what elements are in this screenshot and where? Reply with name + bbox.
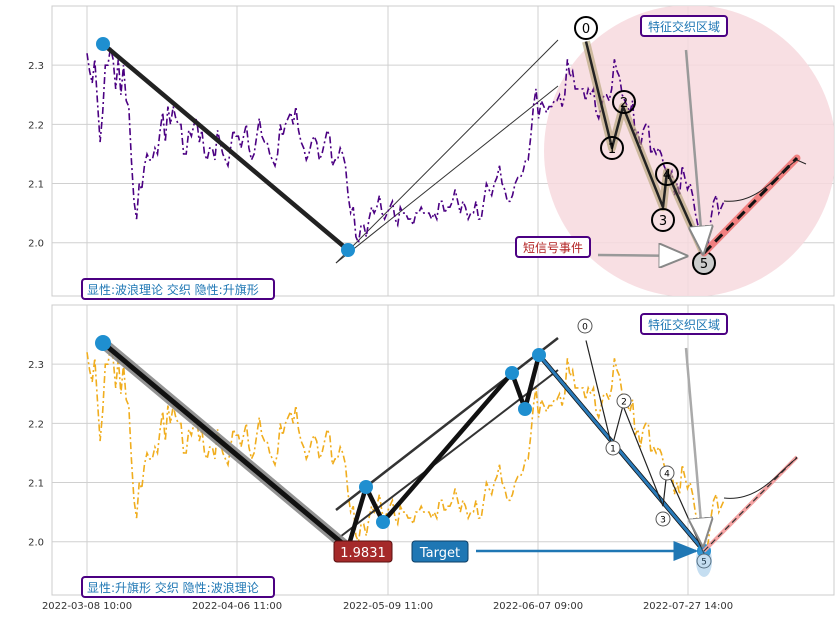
top-wave-marker bbox=[574, 16, 598, 40]
bottom-clip-group: 0 1 2 3 4 5 bbox=[86, 318, 799, 577]
top-wave-line bbox=[584, 41, 706, 256]
top-event-label: 短信号事件 bbox=[515, 236, 591, 258]
top-flagpole-line bbox=[100, 41, 351, 253]
bottom-y-tick-label: 2.3 bbox=[28, 360, 44, 371]
bottom-flag-point bbox=[359, 480, 373, 494]
top-channel-upper bbox=[335, 39, 559, 264]
top-curve-annotation bbox=[723, 159, 807, 202]
x-tick-label: 2022-05-09 11:00 bbox=[343, 601, 433, 612]
top-event-label-box bbox=[515, 236, 591, 258]
bottom-target-label: Target bbox=[411, 540, 469, 563]
top-price-series bbox=[86, 47, 725, 255]
top-wave-label: 4 bbox=[663, 168, 671, 183]
top-wave-marker bbox=[651, 208, 675, 232]
x-tick-label: 2022-06-07 09:00 bbox=[493, 601, 583, 612]
bottom-flag-point bbox=[95, 335, 111, 351]
bottom-wave-label: 2 bbox=[621, 398, 627, 408]
bottom-projection-line bbox=[703, 456, 798, 552]
bottom-flag-point bbox=[505, 366, 519, 380]
bottom-wave-marker bbox=[577, 318, 593, 334]
bottom-pattern-label-text: 显性:升旗形 交织 隐性:波浪理论 bbox=[87, 580, 259, 595]
bottom-wave-label: 5 bbox=[701, 558, 707, 568]
bottom-price-tag: 1.9831 bbox=[333, 540, 393, 563]
bottom-flagpole-line bbox=[100, 340, 351, 551]
top-y-tick-label: 2.2 bbox=[28, 120, 44, 131]
bottom-y-tick-label: 2.0 bbox=[28, 538, 44, 549]
bottom-breakdown-line bbox=[537, 354, 706, 552]
bottom-wave-label: 3 bbox=[660, 516, 666, 526]
bottom-wave-marker bbox=[605, 440, 621, 456]
bottom-target-label-text: Target bbox=[419, 546, 460, 561]
bottom-flag-point bbox=[532, 348, 546, 362]
top-wave-label: 2 bbox=[620, 96, 628, 111]
bottom-wave-line bbox=[585, 340, 705, 554]
bottom-target-label-box bbox=[411, 540, 469, 563]
x-tick-label: 2022-03-08 10:00 bbox=[42, 601, 132, 612]
bottom-wave-marker bbox=[655, 511, 671, 527]
bottom-zone-label: 特征交织区域 bbox=[640, 313, 728, 335]
bottom-pattern-label-box bbox=[81, 576, 275, 598]
bottom-zone-label-box bbox=[640, 313, 728, 335]
bottom-zone-arrow bbox=[684, 347, 703, 545]
bottom-flag-point bbox=[376, 515, 390, 529]
top-zone-label: 特征交织区域 bbox=[640, 15, 728, 37]
bottom-end-halo bbox=[696, 545, 712, 577]
top-zone-arrow bbox=[684, 49, 703, 253]
bottom-wave-marker bbox=[616, 393, 632, 409]
top-wave-label: 3 bbox=[659, 214, 667, 229]
top-wave-marker bbox=[612, 90, 636, 114]
top-pole-start-point bbox=[96, 37, 110, 51]
top-y-tick-label: 2.1 bbox=[28, 180, 44, 191]
top-zone-label-text: 特征交织区域 bbox=[648, 19, 720, 34]
bottom-pattern-label: 显性:升旗形 交织 隐性:波浪理论 bbox=[81, 576, 275, 598]
bottom-y-tick-label: 2.1 bbox=[28, 479, 44, 490]
top-zone-label-box bbox=[640, 15, 728, 37]
top-wave-marker bbox=[655, 162, 679, 186]
bottom-wave-marker bbox=[659, 465, 675, 481]
bottom-price-tag-box bbox=[333, 540, 393, 563]
top-wave-label: 5 bbox=[700, 257, 708, 272]
bottom-wave-label: 0 bbox=[582, 323, 588, 333]
top-projection-line bbox=[702, 156, 799, 255]
bottom-channel-upper bbox=[335, 337, 559, 511]
top-feature-zone bbox=[544, 6, 834, 296]
top-event-label-text: 短信号事件 bbox=[523, 241, 583, 255]
top-channel-lower bbox=[335, 85, 559, 264]
bottom-wave-label: 1 bbox=[610, 445, 616, 455]
bottom-zone-label-text: 特征交织区域 bbox=[648, 317, 720, 332]
top-event-arrow bbox=[597, 255, 686, 256]
x-tick-label: 2022-07-27 14:00 bbox=[643, 601, 733, 612]
bottom-flag-point bbox=[518, 402, 532, 416]
top-y-tick-label: 2.0 bbox=[28, 239, 44, 250]
top-pattern-label-text: 显性:波浪理论 交织 隐性:升旗形 bbox=[87, 282, 259, 297]
bottom-wave-label: 4 bbox=[664, 470, 670, 480]
bottom-price-series bbox=[86, 346, 725, 554]
bottom-wave-marker bbox=[696, 553, 712, 569]
top-wave-label: 1 bbox=[608, 142, 616, 157]
bottom-price-tag-text: 1.9831 bbox=[340, 546, 386, 561]
top-pattern-label: 显性:波浪理论 交织 隐性:升旗形 bbox=[81, 278, 275, 300]
bottom-curve-annotation bbox=[723, 457, 798, 499]
top-wave-marker bbox=[600, 136, 624, 160]
top-wave-label: 0 bbox=[582, 22, 590, 37]
top-y-tick-label: 2.3 bbox=[28, 61, 44, 72]
top-pattern-label-box bbox=[81, 278, 275, 300]
bottom-y-tick-label: 2.2 bbox=[28, 419, 44, 430]
top-pole-end-point bbox=[341, 243, 355, 257]
top-clip-group: 0 1 2 3 4 5 bbox=[86, 6, 834, 296]
x-tick-label: 2022-04-06 11:00 bbox=[192, 601, 282, 612]
